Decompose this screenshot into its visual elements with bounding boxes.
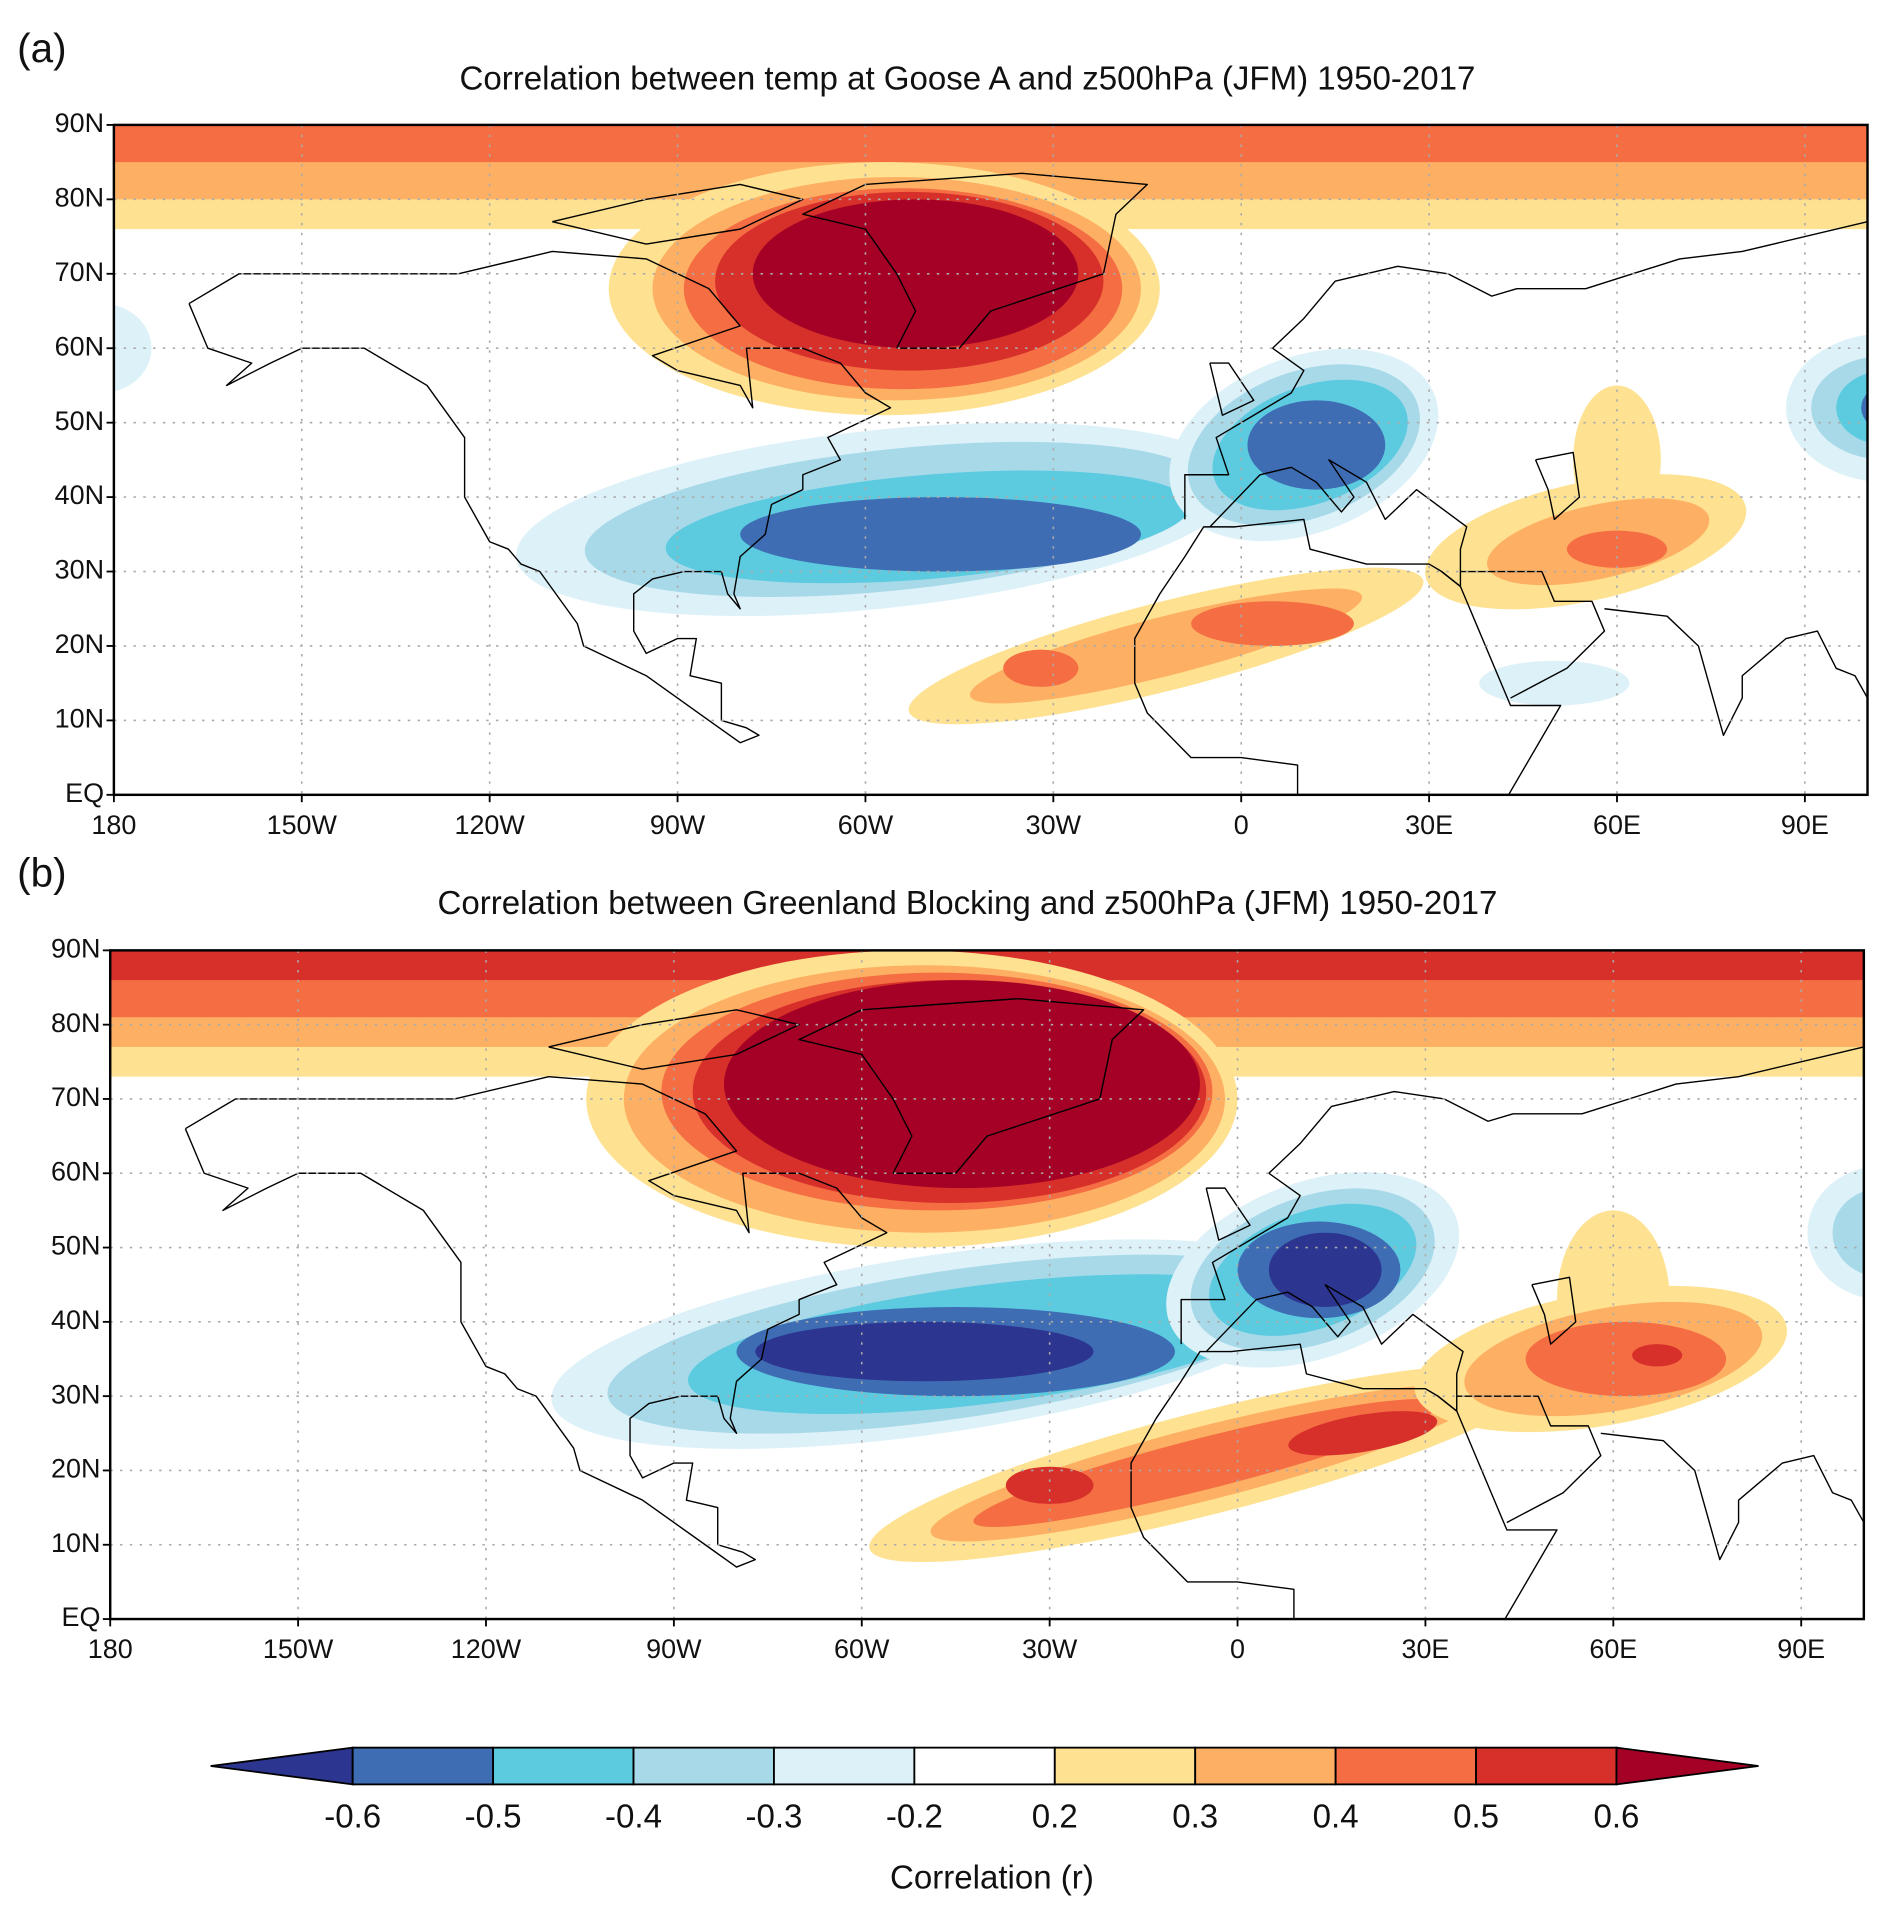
panel-title: Correlation between Greenland Blocking a… [437,885,1497,922]
contour-region [113,304,152,392]
y-tick-label: 10N [51,1528,100,1558]
contour-field [110,950,1864,1627]
x-tick-label: 150W [267,810,338,840]
colorbar-tick-label: -0.4 [605,1798,662,1835]
colorbar-box [351,1746,495,1786]
y-tick-label: 80N [55,182,104,212]
x-tick-label: 120W [454,810,525,840]
colorbar-tick-label: -0.6 [324,1798,381,1835]
colorbar-label: Correlation (r) [890,1860,1094,1897]
colorbar-box [1334,1746,1477,1786]
x-tick-label: 120W [451,1634,522,1664]
x-tick-label: 30W [1022,1634,1078,1664]
colorbar-tick-label: 0.6 [1593,1798,1639,1835]
contour-region [1836,373,1868,443]
panel-title: Correlation between temp at Goose A and … [460,61,1476,98]
contour-region [752,199,1079,349]
y-tick-label: 70N [51,1082,100,1112]
colorbar-extend [1615,1746,1759,1786]
contour-region [740,497,1142,572]
y-tick-label: 80N [51,1008,100,1038]
contour-region [1832,1191,1864,1275]
contour-region [755,1321,1094,1382]
x-tick-label: 90E [1777,1634,1825,1664]
x-tick-label: 60E [1593,810,1641,840]
contour-region [1861,393,1868,423]
map-panel: 180 150W 120W 90W 60W 30W 0 30E 60E 90E EQ 10N 20N 30… [55,108,1869,840]
contour-region [1525,1321,1727,1397]
contour-region [1632,1344,1683,1367]
y-tick-label: 40N [55,480,104,510]
colorbar-box [632,1746,775,1786]
y-tick-label: 70N [55,257,104,287]
y-tick-label: 30N [51,1379,100,1409]
colorbar-box [1475,1746,1618,1786]
y-tick-label: 60N [51,1156,100,1186]
y-tick-label: 90N [55,108,104,138]
map-frame [112,123,1869,797]
panel-label: (a) [17,25,66,71]
colorbar: -0.6 -0.5 -0.4 -0.3 -0.2 0.2 0.3 0.4 0.5 0.6 [210,1746,1759,1835]
x-tick-label: 30E [1401,1634,1449,1664]
colorbar-tick-label: -0.5 [465,1798,522,1835]
y-tick-label: EQ [61,1602,100,1632]
contour-region [1288,1411,1438,1456]
contour-region [1247,400,1386,490]
x-tick-label: 30E [1405,810,1453,840]
y-tick-label: 40N [51,1305,100,1335]
contour-region [1268,1232,1382,1307]
x-tick-label: 60W [838,810,894,840]
x-tick-label: 60E [1589,1634,1637,1664]
x-tick-label: 180 [91,810,136,840]
contour-region [1566,530,1668,568]
colorbar-box [1194,1746,1337,1786]
y-tick-label: 20N [55,629,104,659]
colorbar-tick-label: -0.3 [745,1798,802,1835]
colorbar-tick-label: -0.2 [886,1798,943,1835]
colorbar-box [1053,1746,1197,1786]
contour-region [1005,1466,1094,1504]
contour-region [113,124,1868,163]
y-tick-label: 20N [51,1454,100,1484]
panel-label: (b) [17,849,66,895]
colorbar-box [492,1746,635,1786]
y-tick-label: 30N [55,555,104,585]
map-panel: 180 150W 120W 90W 60W 30W 0 30E 60E 90E EQ 10N 20N 30… [51,933,1866,1664]
map-frame [108,949,1866,1621]
colorbar-tick-label: 0.4 [1313,1798,1359,1835]
x-tick-label: 150W [263,1634,334,1664]
y-tick-label: 10N [55,704,104,734]
x-tick-label: 0 [1234,810,1249,840]
y-tick-label: 50N [51,1231,100,1261]
contour-region [1191,601,1354,646]
y-tick-label: EQ [65,778,104,808]
y-tick-label: 90N [51,933,100,963]
x-tick-label: 180 [88,1634,133,1664]
colorbar-box [913,1746,1056,1786]
y-tick-label: 50N [55,406,104,436]
x-tick-label: 0 [1230,1634,1245,1664]
contour-region [1003,649,1079,687]
x-tick-label: 90E [1781,810,1829,840]
x-tick-label: 90W [650,810,706,840]
contour-field [113,124,1868,802]
x-tick-label: 30W [1026,810,1082,840]
y-tick-label: 60N [55,331,104,361]
colorbar-extend [210,1746,354,1786]
colorbar-tick-label: 0.2 [1032,1798,1078,1835]
contour-region [723,980,1200,1189]
x-tick-label: 90W [646,1634,702,1664]
colorbar-tick-label: 0.3 [1172,1798,1218,1835]
x-tick-label: 60W [834,1634,890,1664]
colorbar-box [773,1746,916,1786]
colorbar-tick-label: 0.5 [1453,1798,1499,1835]
